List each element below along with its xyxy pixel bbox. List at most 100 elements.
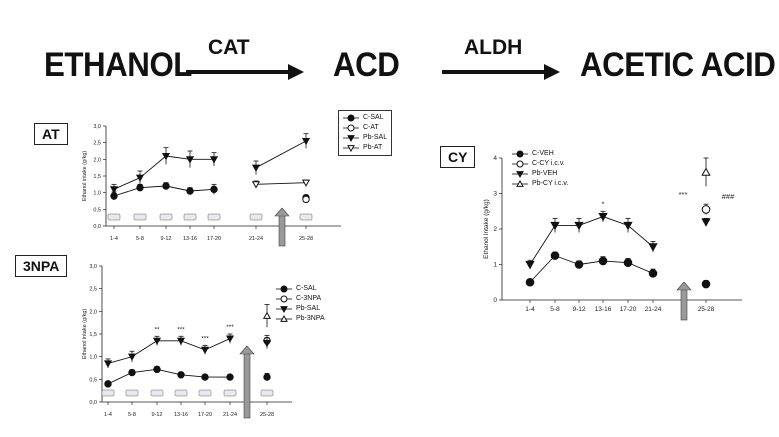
data-point <box>550 251 560 260</box>
y-tick-label: 0 <box>493 297 497 304</box>
data-point <box>623 258 633 268</box>
legend-entry: Pb-SAL <box>276 304 325 314</box>
data-point <box>153 365 161 374</box>
legend-marker-shape <box>516 171 524 178</box>
data-point <box>574 260 584 269</box>
data-point <box>177 371 185 379</box>
y-tick-label: 2,0 <box>89 309 97 315</box>
y-tick-label: 3 <box>493 191 497 198</box>
legend-marker-shape <box>516 180 524 187</box>
treatment-arrow <box>239 345 255 419</box>
series-c-sal <box>104 365 271 388</box>
period-box <box>150 389 164 397</box>
period-box <box>125 389 139 397</box>
x-tick-label: 13-16 <box>183 236 197 242</box>
x-tick-label: 21-24 <box>223 412 237 418</box>
series-pb-at <box>251 179 311 189</box>
legend-entry: C-3NPA <box>276 294 325 304</box>
legend-label: C-SAL <box>363 114 384 121</box>
data-point <box>262 311 272 319</box>
period-box <box>133 213 147 221</box>
legend-entry: C-CY i.c.v. <box>512 159 568 169</box>
data-point <box>135 174 145 182</box>
series-line <box>529 255 556 283</box>
data-point <box>302 195 310 204</box>
series-line <box>156 368 182 376</box>
period-box <box>260 389 274 397</box>
data-point <box>128 368 136 377</box>
pathway-intermediate: ACD <box>333 46 400 84</box>
data-point <box>109 186 119 194</box>
y-tick-label: 0,0 <box>93 224 101 230</box>
pathway-substrate: ETHANOL <box>44 46 192 84</box>
legend-marker <box>276 306 292 313</box>
panel-label-3npa: 3NPA <box>15 255 68 277</box>
data-point <box>161 152 171 161</box>
x-tick-label: 9-12 <box>572 306 585 313</box>
legend-marker <box>512 180 528 187</box>
y-axis-label: Ethanol intake (g/kg) <box>82 151 88 202</box>
y-tick-label: 3,0 <box>89 264 97 270</box>
series-pb-veh <box>525 210 711 270</box>
data-point <box>701 218 711 227</box>
significance-annotation: *** <box>177 326 185 333</box>
x-tick-label: 5-8 <box>136 236 144 242</box>
y-axis-label: Ethanol intake (g/kg) <box>82 309 88 360</box>
significance-annotation: ** <box>154 326 160 333</box>
legend-cy: C-VEH C-CY i.c.v. Pb-VEH Pb-CY i.c.v. <box>508 147 573 191</box>
series-c-at <box>302 195 310 204</box>
y-tick-label: 0,5 <box>93 207 101 213</box>
axes: 0,0 0,5 1,0 1,5 2,0 2,5 3,0 Ethanol intake (g/k… <box>82 264 292 418</box>
pathway-arrow-2 <box>442 64 560 80</box>
y-tick-label: 2 <box>493 226 497 233</box>
x-tick-label: 5-8 <box>128 412 136 418</box>
y-axis-label: Ethanol intake (g/kg) <box>483 199 490 259</box>
axes: 0 1 2 3 4 Ethanol intake (g/kg) 1-4 5-8 9-12 13-1… <box>483 155 742 313</box>
data-point <box>152 337 162 346</box>
axes: 0,0 0,5 1,0 1,5 2,0 2,5 3,0 Ethanol intake (g/k… <box>82 124 341 242</box>
significance-annotation: *** <box>679 190 688 199</box>
x-tick-label: 17-20 <box>198 412 212 418</box>
legend-entry: C-SAL <box>276 284 325 294</box>
x-tick-label: 1-4 <box>104 412 112 418</box>
data-point <box>162 182 170 190</box>
legend-marker-shape <box>347 135 355 142</box>
series-line <box>204 338 231 351</box>
y-tick-label: 0,5 <box>89 377 97 383</box>
data-point <box>550 221 560 231</box>
legend-label: Pb-CY i.c.v. <box>532 180 569 187</box>
y-tick-label: 1 <box>493 262 497 269</box>
pathway-arrow-1 <box>186 64 304 80</box>
x-tick-label: 17-20 <box>207 236 221 242</box>
period-box <box>223 389 237 397</box>
legend-marker-shape <box>516 150 524 158</box>
legend-at: C-SAL C-AT Pb-SAL Pb-AT <box>338 110 393 156</box>
data-point <box>136 183 144 192</box>
legend-marker <box>343 135 359 142</box>
legend-marker <box>276 315 292 322</box>
legend-entry: C-SAL <box>343 113 387 123</box>
series-line <box>189 188 215 192</box>
series-line <box>627 262 654 274</box>
data-point <box>200 346 210 355</box>
data-point <box>176 337 186 346</box>
series-line <box>139 185 167 189</box>
y-tick-label: 1,5 <box>93 174 101 180</box>
chart-cy: 0 1 2 3 4 Ethanol intake (g/kg) 1-4 5-8 9-12 13-1… <box>483 155 742 321</box>
legend-marker-shape <box>280 295 288 303</box>
legend-label: Pb-3NPA <box>296 315 325 322</box>
x-tick-label: 9-12 <box>151 412 162 418</box>
data-point <box>201 373 209 381</box>
legend-entry: Pb-SAL <box>343 133 387 143</box>
y-tick-label: 4 <box>493 155 497 162</box>
significance-annotation: *** <box>201 335 209 342</box>
data-point <box>598 213 608 222</box>
x-tick-label: 17-20 <box>620 306 637 313</box>
series-line <box>131 340 158 358</box>
legend-marker-shape <box>347 114 355 122</box>
data-point <box>648 243 658 252</box>
period-box <box>159 213 173 221</box>
data-point <box>103 360 113 368</box>
x-tick-label: 21-24 <box>249 236 263 242</box>
x-tick-label: 1-4 <box>110 236 118 242</box>
